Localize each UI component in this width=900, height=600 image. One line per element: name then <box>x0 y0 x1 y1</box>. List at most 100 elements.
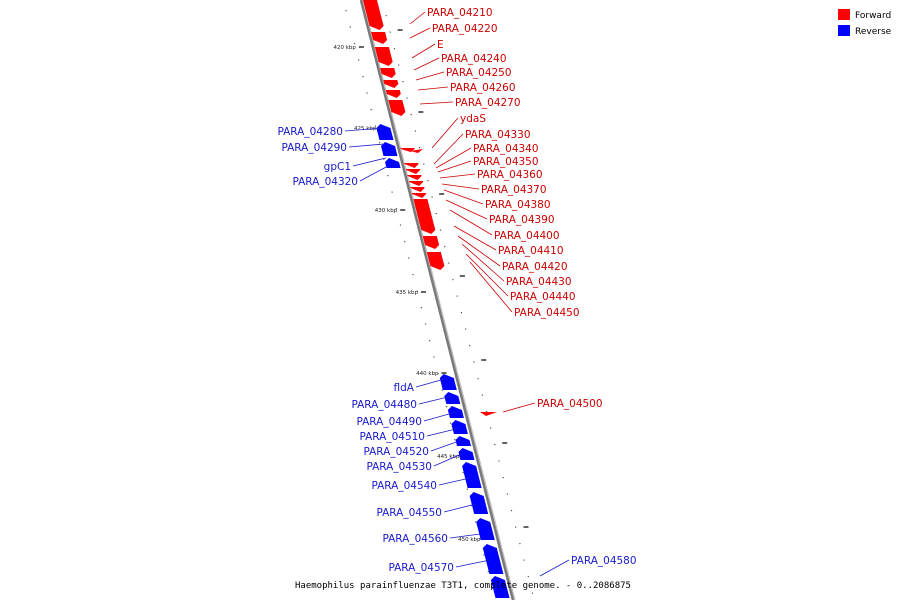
legend-forward-label: Forward <box>855 11 891 21</box>
reverse-gene-arrow <box>476 518 495 540</box>
minor-tick <box>410 114 412 116</box>
forward-gene-arrow <box>413 199 436 234</box>
forward-gene-label: PARA_04420 <box>502 261 568 273</box>
minor-tick <box>435 213 437 215</box>
minor-tick <box>345 10 347 12</box>
reverse-label-leader <box>423 411 457 422</box>
forward-label-leader <box>411 43 436 59</box>
forward-gene-arrow <box>410 187 425 192</box>
forward-gene-label: PARA_04250 <box>446 67 512 79</box>
reverse-label-leader <box>455 559 491 568</box>
minor-tick <box>437 373 439 375</box>
minor-tick <box>481 394 483 396</box>
forward-gene-label: E <box>437 39 444 51</box>
minor-tick <box>445 406 448 408</box>
minor-tick <box>487 571 489 573</box>
forward-gene-label: PARA_04360 <box>477 169 543 181</box>
minor-tick <box>527 576 529 578</box>
reverse-label-leader <box>433 451 467 467</box>
reverse-gene-arrow <box>455 436 471 446</box>
legend-reverse-swatch <box>838 25 850 36</box>
forward-gene-arrow <box>422 236 440 249</box>
minor-tick <box>460 312 462 314</box>
minor-tick <box>477 378 479 380</box>
forward-gene-label: ydaS <box>460 113 486 125</box>
minor-ticks <box>345 10 533 594</box>
minor-tick <box>448 262 450 264</box>
minor-tick <box>385 15 387 17</box>
forward-gene-arrow <box>426 252 445 270</box>
minor-tick <box>515 526 517 528</box>
minor-tick <box>414 130 416 132</box>
minor-tick <box>383 158 385 160</box>
reverse-gene-arrow <box>381 142 398 156</box>
minor-tick <box>412 274 414 276</box>
reverse-label-leader <box>438 477 471 486</box>
reverse-label-leader <box>415 377 449 388</box>
reverse-gene-label: PARA_04550 <box>376 507 442 519</box>
forward-gene-label: PARA_04240 <box>441 53 507 65</box>
minor-tick <box>349 26 351 28</box>
forward-label-leader <box>415 71 445 81</box>
forward-gene-label: PARA_04440 <box>510 291 576 303</box>
forward-gene-arrow <box>374 47 393 66</box>
forward-label-leader <box>409 11 426 25</box>
minor-tick <box>454 439 456 441</box>
reverse-gene-arrow <box>451 420 468 434</box>
forward-label-leader <box>502 402 536 413</box>
forward-gene-arrow <box>383 80 399 88</box>
forward-gene-arrow <box>410 149 423 153</box>
forward-gene-arrow <box>408 181 424 186</box>
reverse-gene-arrow <box>482 544 504 574</box>
major-tick-label: 430 kbp <box>375 208 398 214</box>
reverse-gene-arrow <box>439 374 457 390</box>
reverse-label-leader <box>430 439 463 452</box>
minor-tick <box>358 59 360 61</box>
legend-reverse-label: Reverse <box>855 27 892 37</box>
forward-label-leader <box>443 189 484 205</box>
minor-tick <box>399 224 402 226</box>
legend: Forward Reverse <box>838 9 892 37</box>
reverse-gene-label: gpC1 <box>324 161 351 173</box>
major-tick-label: 450 kbp <box>458 537 481 543</box>
minor-tick <box>370 109 372 111</box>
minor-tick <box>362 76 364 78</box>
forward-label-leader <box>419 101 454 105</box>
reverse-gene-arrow <box>458 448 475 460</box>
forward-gene-arrow <box>404 163 419 168</box>
forward-label-leader <box>449 209 493 236</box>
reverse-gene-label: PARA_04490 <box>356 416 422 428</box>
forward-label-leader <box>431 117 459 149</box>
minor-tick <box>470 505 473 507</box>
reverse-gene-label: PARA_04320 <box>292 176 358 188</box>
reverse-gene-arrow <box>490 576 510 598</box>
reverse-gene-label: PARA_04280 <box>277 126 343 138</box>
minor-tick <box>395 208 397 210</box>
minor-tick <box>498 460 500 462</box>
legend-forward-swatch <box>838 9 850 20</box>
major-tick-label: 445 kbp <box>437 454 460 460</box>
minor-tick <box>404 241 406 243</box>
reverse-gene-label: PARA_04480 <box>351 399 417 411</box>
minor-tick <box>494 444 496 446</box>
minor-tick <box>456 295 458 297</box>
forward-gene-label: PARA_04380 <box>485 199 551 211</box>
forward-gene-arrow <box>363 0 384 30</box>
reverse-label-leader <box>359 165 389 182</box>
minor-tick <box>433 356 435 358</box>
reverse-gene-label: PARA_04510 <box>359 431 425 443</box>
minor-tick <box>450 422 452 424</box>
major-tick-label: 435 kbp <box>396 290 419 296</box>
forward-gene-label: PARA_04260 <box>450 82 516 94</box>
forward-gene-label: PARA_04350 <box>473 156 539 168</box>
reverse-gene-label: fldA <box>394 382 415 394</box>
forward-gene-label: PARA_04220 <box>432 23 498 35</box>
minor-tick <box>423 163 425 165</box>
minor-tick <box>475 521 477 523</box>
reverse-label-leader <box>352 157 387 167</box>
forward-label-leader <box>457 235 501 267</box>
map-caption: Haemophilus parainfluenzae T3T1, complet… <box>295 581 631 591</box>
forward-label-leader <box>445 199 488 220</box>
minor-tick <box>408 257 410 259</box>
